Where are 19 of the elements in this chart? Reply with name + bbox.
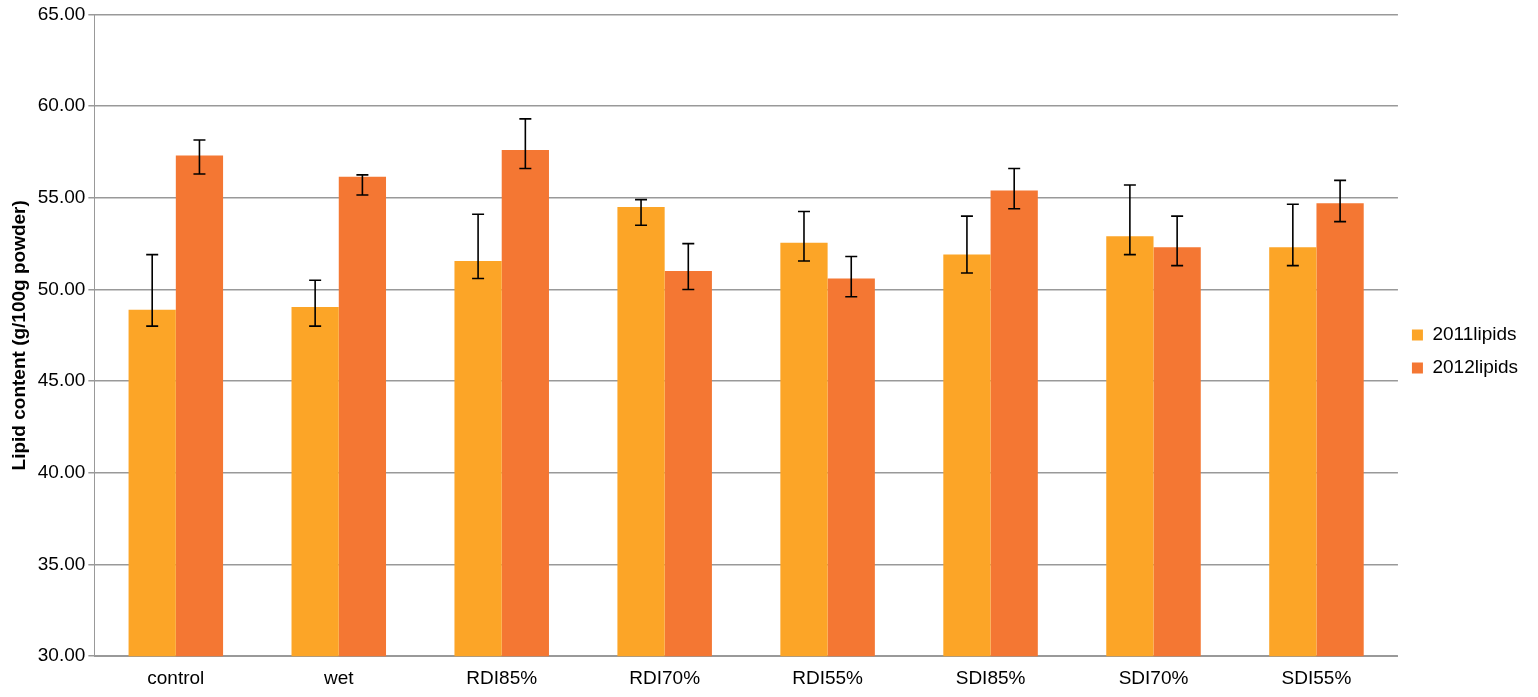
- y-tick-label: 60.00: [37, 94, 86, 116]
- y-tick-label: 65.00: [37, 2, 86, 24]
- y-tick-label: 55.00: [37, 186, 86, 208]
- x-tick-label: RDI70%: [629, 666, 701, 688]
- x-tick-label: RDI85%: [466, 666, 538, 688]
- x-tick-label: SDI85%: [955, 666, 1026, 688]
- x-tick-label: SDI70%: [1118, 666, 1189, 688]
- y-tick-label: 45.00: [37, 369, 86, 391]
- x-tick-label: control: [147, 666, 205, 688]
- legend-label: 2011lipids: [1432, 323, 1517, 345]
- x-tick-label: wet: [322, 666, 355, 688]
- x-tick-label: RDI55%: [792, 666, 864, 688]
- y-axis-title: Lipid content (g/100g powder): [7, 200, 29, 471]
- legend-label: 2012lipids: [1432, 356, 1519, 378]
- y-tick-label: 40.00: [37, 461, 86, 483]
- y-tick-label: 50.00: [37, 277, 86, 299]
- y-tick-label: 30.00: [37, 644, 86, 666]
- x-tick-label: SDI55%: [1281, 666, 1352, 688]
- y-tick-label: 35.00: [37, 552, 86, 574]
